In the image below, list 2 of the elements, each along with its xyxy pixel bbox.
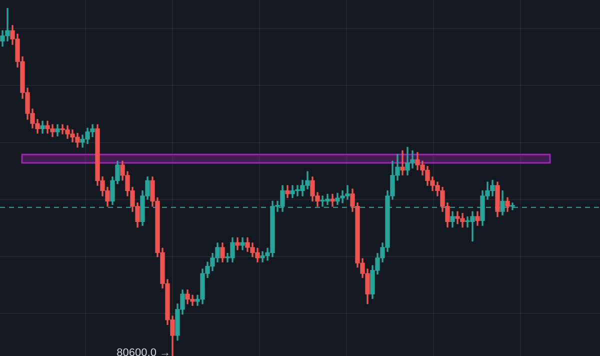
annotation: 80600.0 → — [116, 347, 170, 356]
candlestick — [400, 150, 405, 176]
